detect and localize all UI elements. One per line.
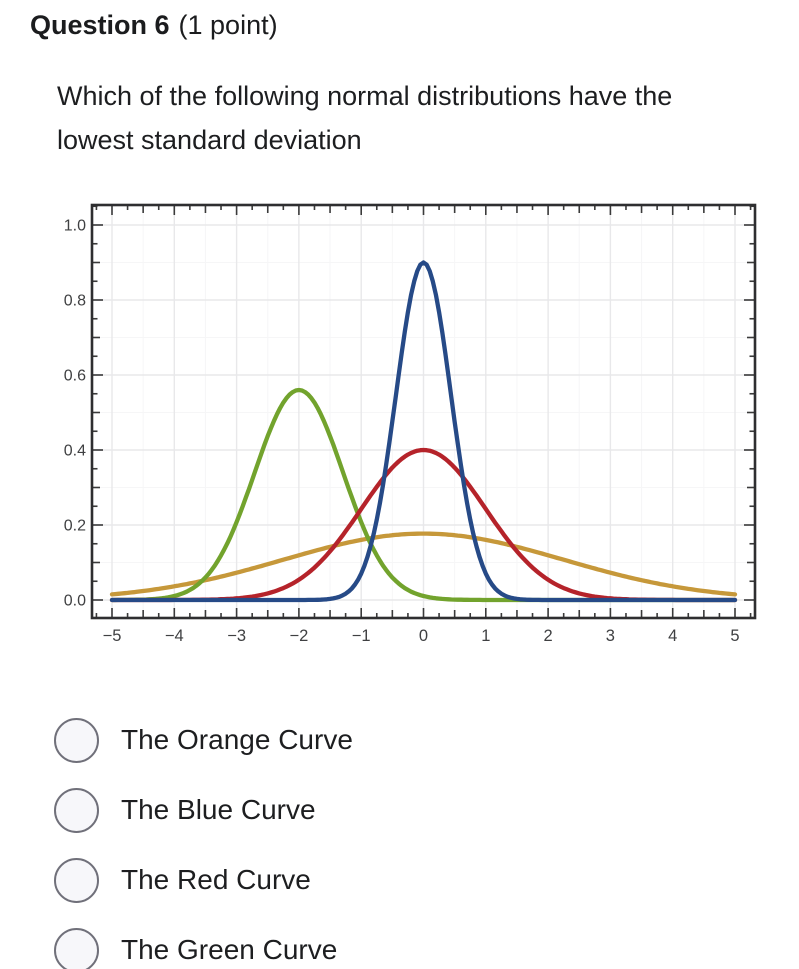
svg-text:0.6: 0.6 (64, 368, 86, 385)
radio-button[interactable] (54, 927, 99, 969)
svg-text:−4: −4 (165, 627, 184, 645)
answer-option-label: The Red Curve (121, 864, 311, 895)
answer-option[interactable]: The Blue Curve (54, 775, 654, 845)
svg-text:−3: −3 (227, 627, 246, 645)
svg-text:−5: −5 (103, 627, 122, 645)
svg-text:5: 5 (730, 627, 739, 645)
radio-button[interactable] (54, 787, 99, 833)
answer-option[interactable]: The Orange Curve (54, 705, 654, 775)
svg-text:3: 3 (606, 627, 615, 645)
svg-text:0.0: 0.0 (64, 593, 86, 610)
svg-text:1: 1 (481, 627, 490, 645)
answer-options: The Orange Curve The Blue Curve The Red … (54, 705, 654, 969)
svg-text:2: 2 (544, 627, 553, 645)
svg-text:4: 4 (668, 627, 677, 645)
question-header: Question 6 (1 point) (30, 10, 278, 41)
svg-text:0.8: 0.8 (64, 293, 86, 310)
svg-text:1.0: 1.0 (64, 218, 86, 235)
svg-text:−2: −2 (289, 627, 308, 645)
question-points: (1 point) (178, 10, 278, 40)
answer-option-label: The Orange Curve (121, 724, 353, 755)
question-text: Which of the following normal distributi… (57, 81, 673, 155)
svg-text:0.4: 0.4 (64, 443, 86, 460)
svg-text:0: 0 (419, 627, 428, 645)
distribution-chart: −5 −4 −3 −2 −1 0 1 2 3 4 5 0.0 0.2 0.4 0.6 0.8 1.0 (62, 195, 765, 655)
answer-option[interactable]: The Red Curve (54, 845, 654, 915)
answer-option[interactable]: The Green Curve (54, 915, 654, 969)
question-number: Question 6 (30, 10, 170, 40)
answer-option-label: The Blue Curve (121, 794, 316, 825)
svg-text:0.2: 0.2 (64, 518, 86, 535)
answer-option-label: The Green Curve (121, 934, 338, 965)
radio-button[interactable] (54, 857, 99, 903)
radio-button[interactable] (54, 717, 99, 763)
normal-distributions-plot: −5 −4 −3 −2 −1 0 1 2 3 4 5 0.0 0.2 0.4 0.6 0.8 1.0 (64, 203, 757, 645)
svg-text:−1: −1 (352, 627, 371, 645)
